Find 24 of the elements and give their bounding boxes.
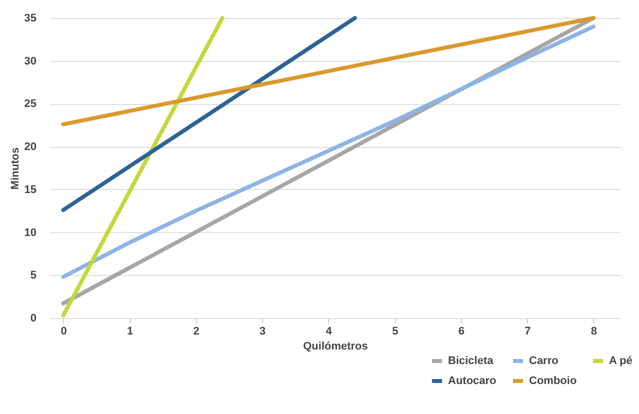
x-tick-label: 4 xyxy=(326,326,333,338)
x-tick-label: 6 xyxy=(458,326,464,338)
y-tick-label: 35 xyxy=(24,12,36,24)
y-tick-label: 25 xyxy=(24,98,36,110)
y-tick-label: 5 xyxy=(30,270,36,282)
legend-label: Comboio xyxy=(529,375,577,387)
x-tick-label: 8 xyxy=(590,326,598,338)
x-tick-label: 0 xyxy=(60,326,67,338)
x-tick-label: 5 xyxy=(392,326,398,338)
y-tick-label: 30 xyxy=(24,55,36,68)
legend-label: Carro xyxy=(529,355,559,367)
legend-label: Bicicleta xyxy=(448,355,494,367)
legend-label: Autocaro xyxy=(448,375,497,387)
x-tick-label: 2 xyxy=(193,326,200,338)
x-tick-label: 7 xyxy=(524,326,531,338)
x-tick-label: 3 xyxy=(260,326,266,338)
x-tick-label: 1 xyxy=(126,326,134,338)
y-axis-title: Minutos xyxy=(9,147,22,190)
y-tick-label: 10 xyxy=(24,226,36,239)
y-tick-label: 0 xyxy=(30,312,36,324)
legend-label: A pé xyxy=(609,355,632,367)
x-axis-title: Quilómetros xyxy=(303,340,368,352)
y-tick-label: 15 xyxy=(24,184,36,196)
y-tick-label: 20 xyxy=(24,141,36,154)
